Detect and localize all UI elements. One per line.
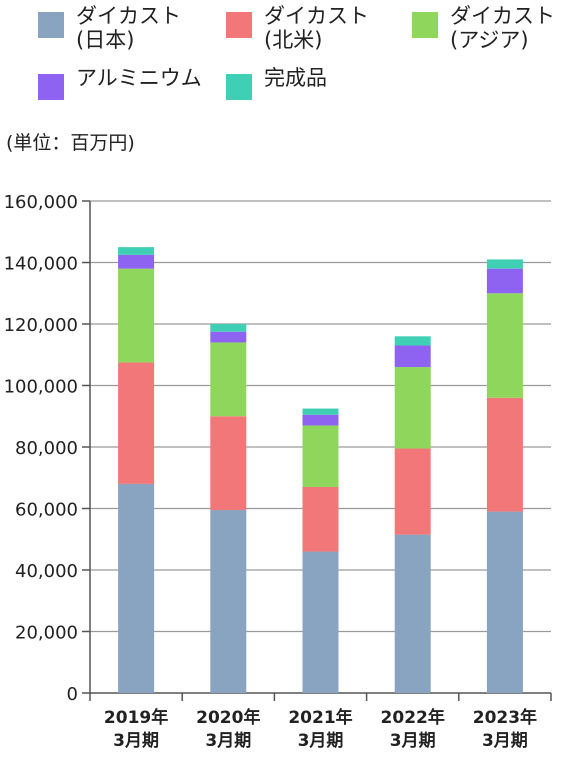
y-tick-label: 40,000: [15, 561, 78, 582]
x-tick-label: 2022年: [381, 707, 445, 728]
legend-swatch: [226, 12, 252, 38]
legend-label-line: (日本): [76, 28, 135, 52]
legend-swatch: [38, 12, 64, 38]
bar-segment: [302, 425, 339, 487]
x-tick-label: 2023年: [473, 707, 537, 728]
bar-segment: [486, 511, 523, 693]
legend-label: ダイカスト (北米): [264, 4, 369, 52]
legend-label: アルミニウム: [76, 66, 202, 90]
legend-label-line: (北米): [264, 28, 323, 52]
bar-segment: [302, 486, 339, 552]
bar-segment: [210, 416, 247, 511]
unit-label: (単位：百万円): [6, 132, 135, 154]
bar-segment: [118, 362, 155, 484]
y-tick-label: 60,000: [15, 500, 78, 521]
legend-label-line: 完成品: [264, 66, 327, 90]
bar-segment: [394, 367, 431, 449]
y-tick-label: 80,000: [15, 438, 78, 459]
bar-segment: [394, 448, 431, 535]
legend-label: ダイカスト (日本): [76, 4, 181, 52]
legend-item: アルミニウム: [38, 66, 202, 100]
legend-label-line: (アジア): [450, 28, 529, 52]
x-tick-label: 3月期: [113, 731, 159, 751]
legend-swatch: [38, 74, 64, 100]
bar-segment: [118, 247, 155, 255]
chart-legend: ダイカスト (日本) ダイカスト (北米) ダイカスト (アジア) アルミニウム 完成品: [0, 0, 581, 110]
x-tick-label: 3月期: [205, 731, 251, 751]
bar-segment: [486, 397, 523, 512]
bar-segment: [302, 408, 339, 415]
bar-segment: [302, 551, 339, 693]
legend-swatch: [412, 12, 438, 38]
x-tick-label: 2021年: [288, 707, 352, 728]
legend-item: ダイカスト (アジア): [412, 4, 555, 52]
legend-item: 完成品: [226, 66, 327, 100]
legend-label-line: ダイカスト: [76, 4, 181, 28]
bar-segment: [486, 259, 523, 269]
bar-segment: [486, 293, 523, 398]
bar-segment: [394, 336, 431, 346]
bar-segment: [118, 483, 155, 693]
legend-label: 完成品: [264, 66, 327, 90]
bar-segment: [394, 345, 431, 368]
y-tick-label: 0: [67, 684, 78, 705]
x-tick-label: 3月期: [482, 731, 528, 751]
x-tick-label: 3月期: [390, 731, 436, 751]
y-tick-label: 20,000: [15, 623, 78, 644]
legend-label: ダイカスト (アジア): [450, 4, 555, 52]
legend-swatch: [226, 74, 252, 100]
legend-item: ダイカスト (日本): [38, 4, 181, 52]
bar-segment: [118, 268, 155, 363]
bar-segment: [210, 510, 247, 693]
bar-segment: [210, 331, 247, 343]
bar-segment: [486, 268, 523, 294]
x-tick-label: 3月期: [298, 731, 344, 751]
bar-segment: [210, 324, 247, 332]
stacked-bar-chart: 0 20,000 40,000 60,000 80,000 100,000 120,000 1…: [4, 192, 552, 751]
bar-segment: [210, 342, 247, 417]
y-tick-label: 120,000: [4, 315, 78, 336]
x-tick-label: 2020年: [196, 707, 260, 728]
legend-label-line: ダイカスト: [264, 4, 369, 28]
legend-item: ダイカスト (北米): [226, 4, 369, 52]
y-tick-label: 160,000: [4, 192, 78, 213]
legend-label-line: アルミニウム: [76, 66, 202, 90]
legend-label-line: ダイカスト: [450, 4, 555, 28]
x-tick-label: 2019年: [104, 707, 168, 728]
bar-segment: [118, 254, 155, 269]
bar-segment: [394, 534, 431, 693]
y-tick-label: 140,000: [4, 254, 78, 275]
bar-segment: [302, 414, 339, 426]
y-tick-label: 100,000: [4, 377, 78, 398]
